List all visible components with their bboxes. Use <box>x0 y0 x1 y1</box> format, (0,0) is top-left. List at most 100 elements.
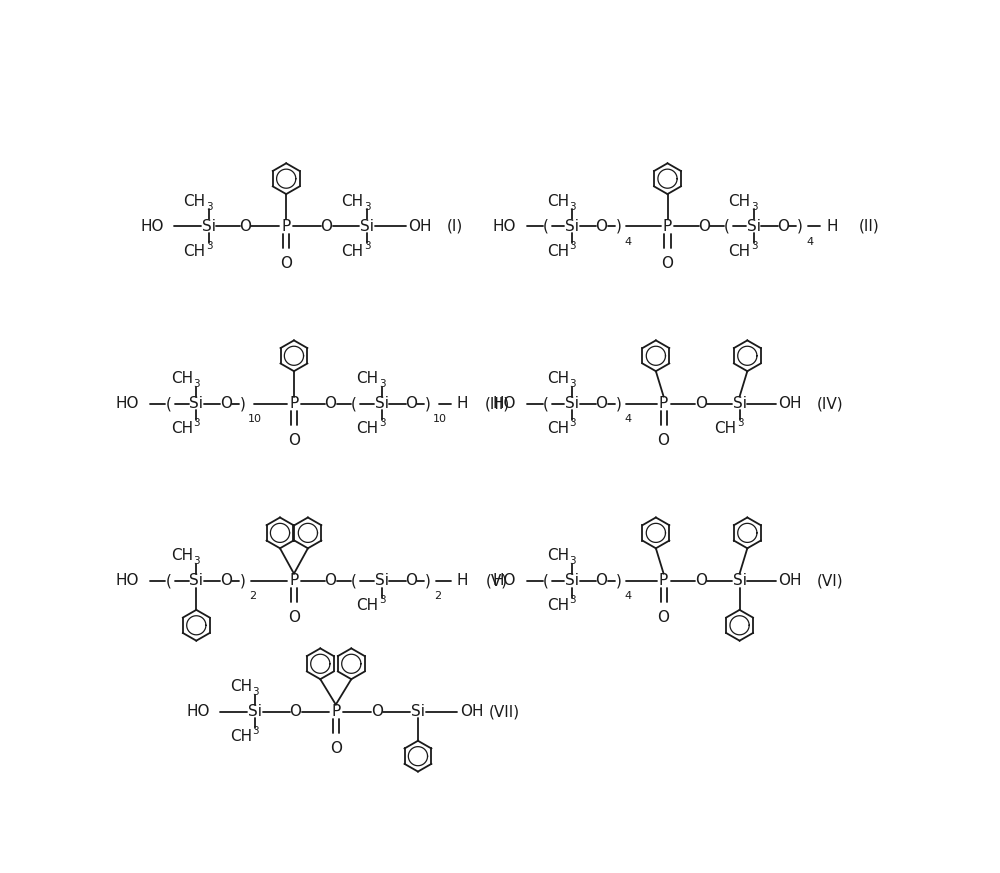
Text: 10: 10 <box>433 415 447 424</box>
Text: HO: HO <box>115 573 139 588</box>
Text: Si: Si <box>747 219 761 234</box>
Text: O: O <box>698 219 710 234</box>
Text: 3: 3 <box>751 202 757 212</box>
Text: CH: CH <box>342 244 364 259</box>
Text: CH: CH <box>230 679 252 694</box>
Text: 3: 3 <box>569 418 576 428</box>
Text: ): ) <box>425 573 431 588</box>
Text: 3: 3 <box>751 241 757 251</box>
Text: CH: CH <box>356 422 378 436</box>
Text: O: O <box>324 396 336 411</box>
Text: 3: 3 <box>379 379 385 388</box>
Text: 2: 2 <box>249 591 256 601</box>
Text: CH: CH <box>230 729 252 744</box>
Text: CH: CH <box>356 598 378 614</box>
Text: OH: OH <box>408 219 431 234</box>
Text: CH: CH <box>342 194 364 209</box>
Text: HO: HO <box>140 219 164 234</box>
Text: O: O <box>658 610 670 625</box>
Text: Si: Si <box>375 573 389 588</box>
Text: O: O <box>662 256 674 271</box>
Text: H: H <box>826 219 838 234</box>
Text: (: ( <box>724 219 730 234</box>
Text: ): ) <box>240 573 246 588</box>
Text: Si: Si <box>202 219 216 234</box>
Text: P: P <box>282 219 291 234</box>
Text: CH: CH <box>547 422 569 436</box>
Text: 3: 3 <box>737 418 743 428</box>
Text: CH: CH <box>714 422 736 436</box>
Text: O: O <box>280 256 292 271</box>
Text: Si: Si <box>733 396 747 411</box>
Text: 3: 3 <box>569 556 576 566</box>
Text: P: P <box>331 704 340 719</box>
Text: 4: 4 <box>625 237 632 247</box>
Text: ): ) <box>240 396 246 411</box>
Text: 3: 3 <box>364 202 371 212</box>
Text: O: O <box>405 396 417 411</box>
Text: (V): (V) <box>486 573 508 588</box>
Text: Si: Si <box>189 573 203 588</box>
Text: O: O <box>239 219 251 234</box>
Text: 4: 4 <box>806 237 813 247</box>
Text: O: O <box>288 433 300 448</box>
Text: (III): (III) <box>484 396 510 411</box>
Text: CH: CH <box>547 548 569 563</box>
Text: CH: CH <box>728 194 750 209</box>
Text: CH: CH <box>183 244 206 259</box>
Text: HO: HO <box>493 396 516 411</box>
Text: 3: 3 <box>379 418 385 428</box>
Text: H: H <box>457 573 468 588</box>
Text: Si: Si <box>375 396 389 411</box>
Text: O: O <box>658 433 670 448</box>
Text: (VII): (VII) <box>489 704 520 719</box>
Text: 3: 3 <box>194 418 200 428</box>
Text: O: O <box>695 396 707 411</box>
Text: Si: Si <box>360 219 374 234</box>
Text: O: O <box>220 573 232 588</box>
Text: CH: CH <box>547 194 569 209</box>
Text: O: O <box>330 741 342 756</box>
Text: 3: 3 <box>569 202 576 212</box>
Text: ): ) <box>616 573 622 588</box>
Text: HO: HO <box>493 219 516 234</box>
Text: CH: CH <box>547 244 569 259</box>
Text: P: P <box>289 396 299 411</box>
Text: OH: OH <box>778 573 802 588</box>
Text: O: O <box>596 396 608 411</box>
Text: (: ( <box>351 573 357 588</box>
Text: 3: 3 <box>569 241 576 251</box>
Text: HO: HO <box>187 704 210 719</box>
Text: O: O <box>596 219 608 234</box>
Text: 4: 4 <box>625 415 632 424</box>
Text: 3: 3 <box>206 241 213 251</box>
Text: O: O <box>596 573 608 588</box>
Text: ): ) <box>616 396 622 411</box>
Text: 4: 4 <box>625 591 632 601</box>
Text: O: O <box>288 610 300 625</box>
Text: CH: CH <box>356 371 378 386</box>
Text: O: O <box>324 573 336 588</box>
Text: HO: HO <box>493 573 516 588</box>
Text: Si: Si <box>565 573 579 588</box>
Text: OH: OH <box>778 396 802 411</box>
Text: Si: Si <box>411 704 425 719</box>
Text: 3: 3 <box>379 595 385 605</box>
Text: O: O <box>405 573 417 588</box>
Text: O: O <box>777 219 789 234</box>
Text: 3: 3 <box>194 379 200 388</box>
Text: P: P <box>659 573 668 588</box>
Text: Si: Si <box>733 573 747 588</box>
Text: (: ( <box>165 573 171 588</box>
Text: 3: 3 <box>252 726 259 736</box>
Text: (II): (II) <box>859 219 879 234</box>
Text: Si: Si <box>189 396 203 411</box>
Text: (: ( <box>165 396 171 411</box>
Text: Si: Si <box>565 219 579 234</box>
Text: CH: CH <box>547 371 569 386</box>
Text: 3: 3 <box>206 202 213 212</box>
Text: ): ) <box>797 219 803 234</box>
Text: CH: CH <box>171 422 193 436</box>
Text: (I): (I) <box>446 219 462 234</box>
Text: H: H <box>457 396 468 411</box>
